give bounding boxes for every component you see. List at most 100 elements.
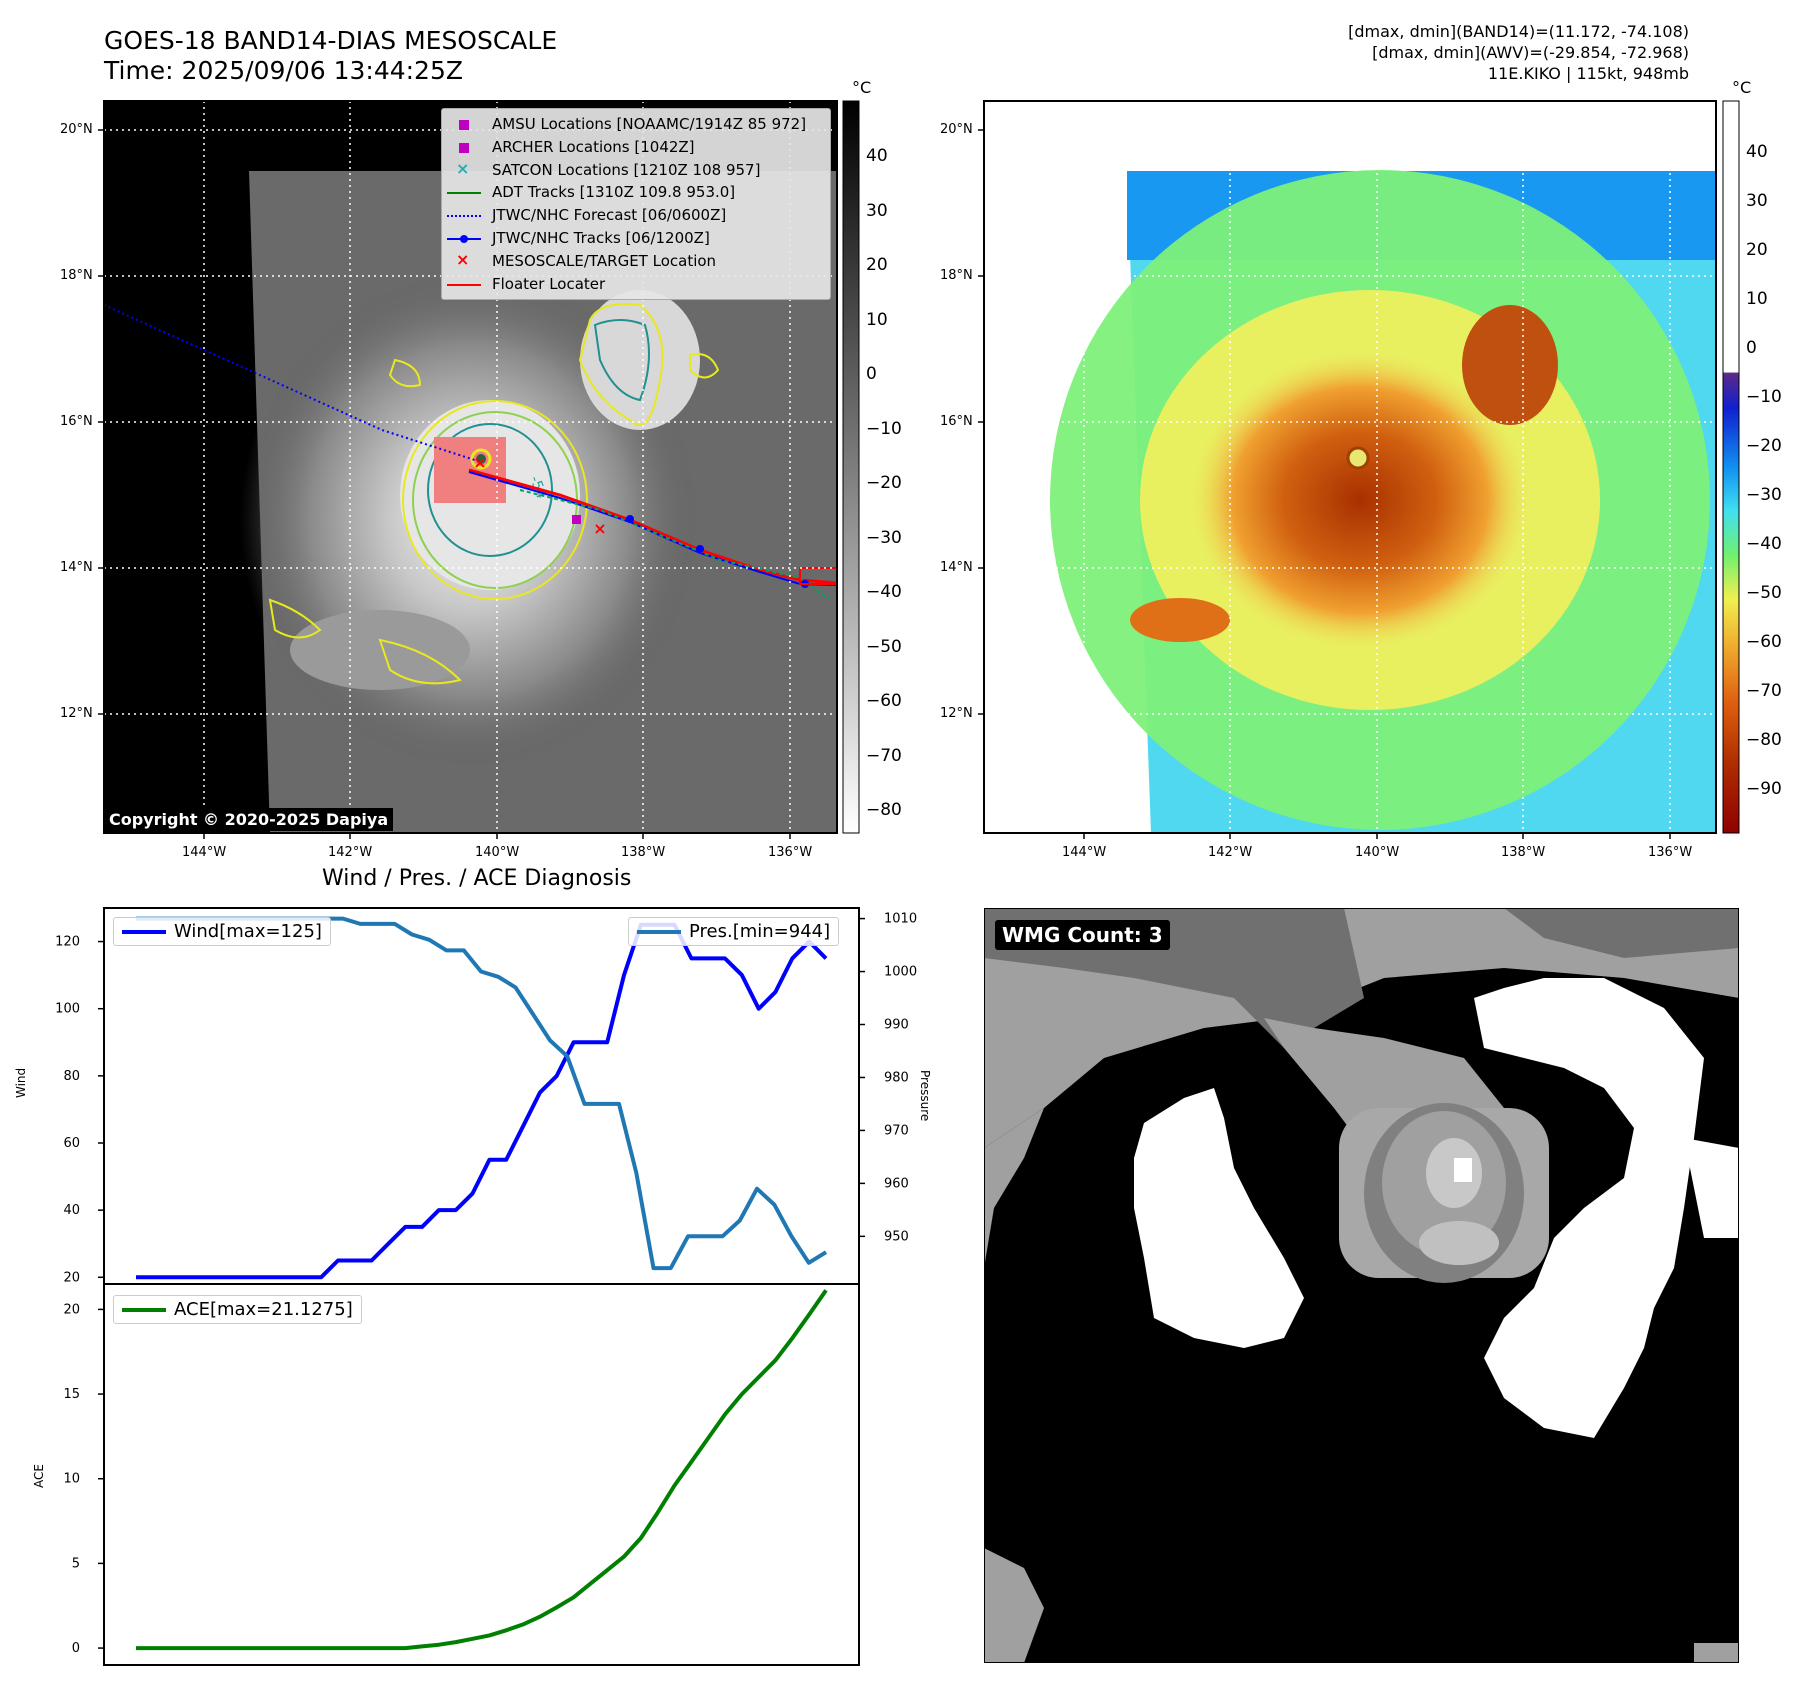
page-title: GOES-18 BAND14-DIAS MESOSCALE: [104, 26, 558, 55]
colorbar-tick: 20: [1746, 240, 1768, 260]
wind-legend: Wind[max=125]: [113, 917, 331, 946]
ace-tick-label: 20: [63, 1302, 80, 1317]
info-band14: [dmax, dmin](BAND14)=(11.172, -74.108): [1348, 22, 1689, 41]
legend-marker-icon: [447, 235, 481, 243]
pres-tick-label: 960: [884, 1176, 909, 1191]
lat-tick: 14°N: [940, 560, 973, 575]
legend-label: JTWC/NHC Forecast [06/0600Z]: [492, 206, 727, 225]
legend-marker-icon: [447, 192, 481, 195]
colorbar-tick: −80: [866, 800, 902, 820]
ace-tick-label: 0: [72, 1641, 80, 1656]
colorbar-tick: −30: [1746, 485, 1782, 505]
colorbar-tick: −60: [1746, 632, 1782, 652]
colorbar-tick: −20: [1746, 436, 1782, 456]
page-subtitle: Time: 2025/09/06 13:44:25Z: [104, 56, 463, 85]
ace-tick-label: 5: [72, 1556, 80, 1571]
colorbar-tick: −90: [1746, 779, 1782, 799]
lat-tick: 16°N: [940, 414, 973, 429]
ace-series-line: [136, 1289, 828, 1651]
wmg-panel: [984, 908, 1739, 1663]
wind-legend-swatch: [122, 930, 166, 934]
lat-tick: 18°N: [60, 268, 93, 283]
colorbar-tick: 20: [866, 255, 888, 275]
pres-legend-swatch: [637, 930, 681, 934]
legend-marker-icon: [459, 142, 469, 153]
lon-tick: 140°W: [1355, 845, 1400, 860]
legend-label: JTWC/NHC Tracks [06/1200Z]: [492, 229, 710, 247]
legend-label: MESOSCALE/TARGET Location: [492, 251, 717, 270]
lon-tick: 138°W: [1501, 845, 1546, 860]
pressure-series-line: [136, 916, 828, 1271]
colorbar-right-unit: °C: [1732, 78, 1752, 97]
legend-label: SATCON Locations [1210Z 108 957]: [492, 160, 761, 179]
wind-legend-label: Wind[max=125]: [174, 921, 322, 942]
info-storm: 11E.KIKO | 115kt, 948mb: [1487, 64, 1689, 83]
pres-tick-label: 1000: [884, 965, 917, 980]
svg-text:×: ×: [473, 453, 486, 472]
colorbar-tick: −10: [866, 418, 902, 439]
lat-tick: 20°N: [60, 122, 93, 137]
legend-marker-icon: [447, 215, 481, 218]
colorbar-tick: 30: [1746, 191, 1768, 211]
wmg-count-badge: WMG Count: 3: [995, 920, 1170, 950]
legend-marker-icon: [459, 120, 469, 130]
svg-text:×: ×: [593, 519, 606, 538]
pres-tick-label: 1010: [884, 912, 917, 927]
colorbar-tick: −60: [866, 691, 902, 711]
diagnosis-title: Wind / Pres. / ACE Diagnosis: [322, 866, 632, 891]
ace-tick-label: 15: [63, 1387, 80, 1402]
colorbar-tick: −30: [866, 527, 902, 548]
legend-label: Floater Locater: [492, 274, 606, 293]
lat-tick: 16°N: [60, 414, 93, 429]
wind-tick-label: 120: [55, 935, 80, 950]
legend-label: ADT Tracks [1310Z 109.8 953.0]: [492, 183, 736, 202]
ace-tick-label: 10: [63, 1472, 80, 1487]
colorbar-tick: −70: [1746, 681, 1782, 701]
colorbar-tick: −10: [1746, 387, 1782, 407]
lon-tick: 144°W: [182, 845, 227, 860]
lon-tick: 142°W: [328, 845, 373, 860]
colorbar-tick: −50: [866, 636, 902, 657]
wind-tick-label: 100: [55, 1002, 80, 1017]
info-awv: [dmax, dmin](AWV)=(-29.854, -72.968): [1372, 43, 1689, 62]
ace-legend: ACE[max=21.1275]: [113, 1295, 362, 1324]
colorbar-tick: 0: [1746, 338, 1757, 358]
colorbar-left-unit: °C: [852, 78, 872, 97]
colorbar-tick: 40: [866, 146, 888, 166]
wind-tick-label: 80: [63, 1069, 80, 1084]
lat-tick: 18°N: [940, 268, 973, 283]
colorbar-tick: 0: [866, 364, 877, 384]
colorbar-tick: −20: [866, 473, 902, 493]
copyright-badge: Copyright © 2020-2025 Dapiya: [104, 808, 394, 831]
legend-marker-icon: [447, 283, 481, 286]
wind-series-line: [136, 922, 828, 1280]
lon-tick: 136°W: [768, 845, 813, 860]
lon-tick: 138°W: [621, 845, 666, 860]
colorbar-tick: 40: [1746, 142, 1768, 162]
legend-label: ARCHER Locations [1042Z]: [492, 137, 695, 156]
pres-legend-label: Pres.[min=944]: [689, 921, 831, 942]
lon-tick: 142°W: [1208, 845, 1253, 860]
lat-tick: 12°N: [940, 706, 973, 721]
wind-tick-label: 40: [63, 1203, 80, 1218]
map-legend: AMSU Locations [NOAAMC/1914Z 85 972] ARCH…: [441, 108, 831, 300]
colorbar-tick: −70: [866, 745, 902, 766]
colorbar-tick: 10: [1746, 289, 1768, 309]
lat-tick: 12°N: [60, 706, 93, 721]
ace-frame: [103, 1283, 860, 1666]
lon-tick: 144°W: [1062, 845, 1107, 860]
legend-marker-icon: ×: [456, 249, 470, 269]
pres-tick-label: 970: [884, 1123, 909, 1138]
legend-marker-icon: ×: [456, 158, 470, 178]
ir-map-left: -54 × ×: [98, 100, 1740, 839]
colorbar-tick: 10: [866, 309, 888, 330]
colorbar-tick: −80: [1746, 730, 1782, 750]
lon-tick: 136°W: [1648, 845, 1693, 860]
colorbar-tick: 30: [866, 200, 888, 221]
wind-tick-label: 60: [63, 1136, 80, 1151]
pres-legend: Pres.[min=944]: [628, 917, 840, 946]
lat-tick: 14°N: [60, 560, 93, 575]
lat-tick: 20°N: [940, 122, 973, 137]
pres-tick-label: 980: [884, 1070, 909, 1085]
colorbar-tick: −40: [1746, 534, 1782, 554]
